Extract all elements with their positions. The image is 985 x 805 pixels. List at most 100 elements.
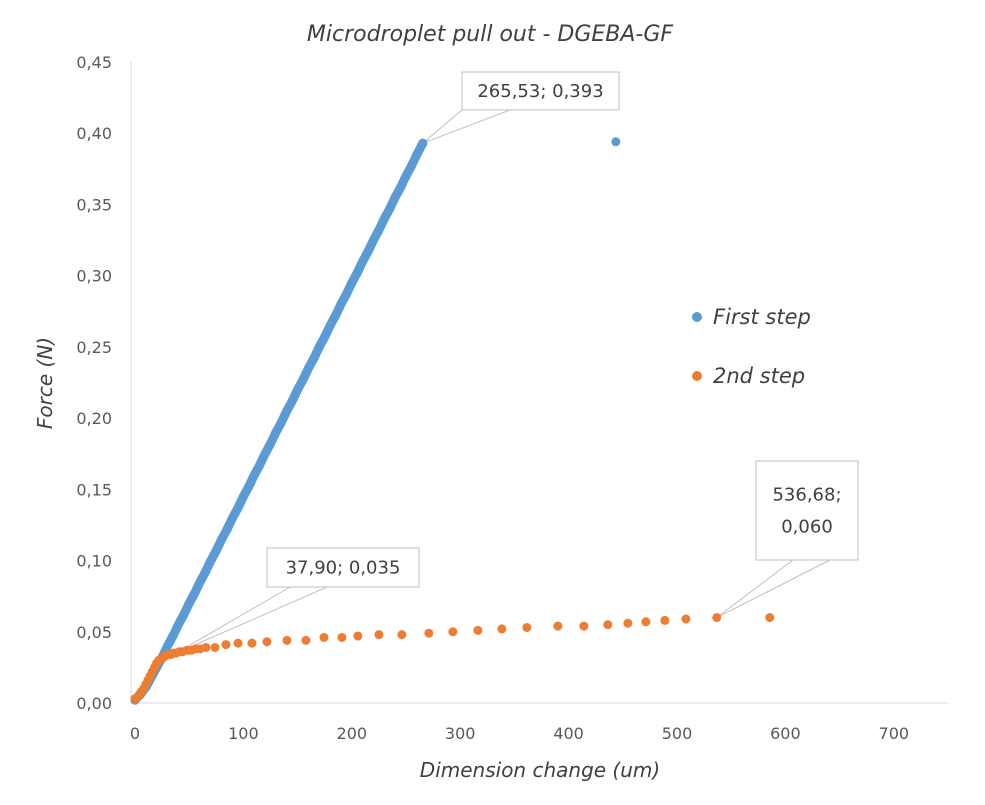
2nd-step-point <box>712 613 722 623</box>
first-step-point <box>347 278 357 288</box>
first-step-point <box>390 192 400 202</box>
legend-label-first-step: First step <box>713 305 811 329</box>
2nd-step-point <box>603 620 613 630</box>
first-step-point <box>374 225 384 235</box>
first-step-point <box>418 138 428 148</box>
2nd-step-point <box>301 635 311 645</box>
2nd-step-point <box>201 642 211 652</box>
y-tick-label: 0,00 <box>76 694 112 713</box>
legend-marker-first-step <box>692 312 702 322</box>
2nd-step-point <box>221 640 231 650</box>
y-tick-label: 0,25 <box>76 338 112 357</box>
first-step-point <box>211 546 221 556</box>
first-step-point <box>341 289 351 299</box>
first-step-point <box>303 363 313 373</box>
first-step-point <box>298 375 308 385</box>
first-step-point <box>190 588 200 598</box>
first-step-point <box>352 268 362 278</box>
2nd-step-point <box>233 638 243 648</box>
first-step-point <box>206 556 216 566</box>
first-step-point <box>320 332 330 342</box>
y-tick-label: 0,15 <box>76 480 112 499</box>
y-tick-label: 0,30 <box>76 267 112 286</box>
legend: First step 2nd step <box>692 305 811 388</box>
2nd-step-point <box>473 625 483 635</box>
chart-title: Microdroplet pull out - DGEBA-GF <box>307 22 673 47</box>
first-step-point <box>293 385 303 395</box>
first-step-point <box>184 598 194 608</box>
first-step-point <box>412 150 422 160</box>
legend-marker-2nd-step <box>692 371 702 381</box>
first-step-point <box>222 524 232 534</box>
y-tick-label: 0,20 <box>76 409 112 428</box>
y-axis-title: Force (N) <box>33 337 57 429</box>
first-step-point <box>168 631 178 641</box>
2nd-step-point <box>579 621 589 631</box>
first-step-point <box>233 503 243 513</box>
annotation-leader-line <box>175 586 328 654</box>
annotation-box <box>266 547 420 588</box>
y-tick-label: 0,40 <box>76 124 112 143</box>
2nd-step-point <box>681 614 691 624</box>
annotation-label: 265,53; 0,393 <box>477 81 603 102</box>
x-tick-label: 300 <box>445 724 476 743</box>
x-tick-label: 500 <box>662 724 693 743</box>
x-axis-title: Dimension change (um) <box>420 758 660 782</box>
y-tick-label: 0,35 <box>76 195 112 214</box>
2nd-step-point <box>553 621 563 631</box>
x-tick-label: 0 <box>130 724 140 743</box>
annotation-box <box>461 71 620 111</box>
2nd-step-point <box>337 632 347 642</box>
annotation-label: 0,060 <box>781 517 833 538</box>
first-step-point <box>336 299 346 309</box>
x-tick-label: 700 <box>879 724 910 743</box>
first-step-point <box>238 491 248 501</box>
first-step-point <box>325 321 335 331</box>
2nd-step-point <box>765 613 775 623</box>
first-step-point <box>358 256 368 266</box>
annotation-box <box>755 460 859 561</box>
first-step-point <box>385 204 395 214</box>
y-tick-label: 0,45 <box>76 53 112 72</box>
annotation-leader-line <box>422 109 511 144</box>
annotation-label: 536,68; <box>772 485 841 506</box>
2nd-step-point <box>623 618 633 628</box>
first-step-point <box>163 641 173 651</box>
first-step-point <box>266 439 275 449</box>
2nd-step-point <box>448 627 458 637</box>
first-step-point <box>173 620 183 630</box>
first-step-point <box>287 396 297 406</box>
2nd-step-point <box>210 642 220 652</box>
2nd-step-point <box>353 631 363 641</box>
first-step-point <box>368 235 378 245</box>
x-tick-label: 600 <box>770 724 801 743</box>
first-step-point <box>314 342 324 352</box>
first-step-point <box>396 182 406 192</box>
first-step-point <box>200 567 210 577</box>
first-step-point <box>282 406 292 416</box>
first-step-point <box>217 534 227 544</box>
first-step-point <box>249 470 259 480</box>
annotation-leader-line <box>175 586 291 654</box>
2nd-step-point <box>247 638 257 648</box>
y-tick-label: 0,05 <box>76 623 112 642</box>
2nd-step-point <box>641 617 651 627</box>
2nd-step-point <box>522 623 532 633</box>
legend-label-2nd-step: 2nd step <box>713 364 805 388</box>
first-step-point <box>363 246 373 256</box>
2nd-step-point <box>319 632 329 642</box>
first-step-point <box>276 417 286 427</box>
x-tick-label: 100 <box>228 724 259 743</box>
annotation-leader-line <box>716 559 831 618</box>
first-step-point <box>195 577 205 587</box>
2nd-step-point <box>424 628 434 638</box>
first-step-point <box>179 610 189 620</box>
2nd-step-point <box>660 615 670 625</box>
first-step-point <box>228 513 238 523</box>
annotation-leader-line <box>422 109 463 144</box>
2nd-step-point <box>397 630 407 640</box>
first-step-point <box>611 137 621 147</box>
first-step-point <box>406 161 416 171</box>
2nd-step-point <box>497 624 507 634</box>
